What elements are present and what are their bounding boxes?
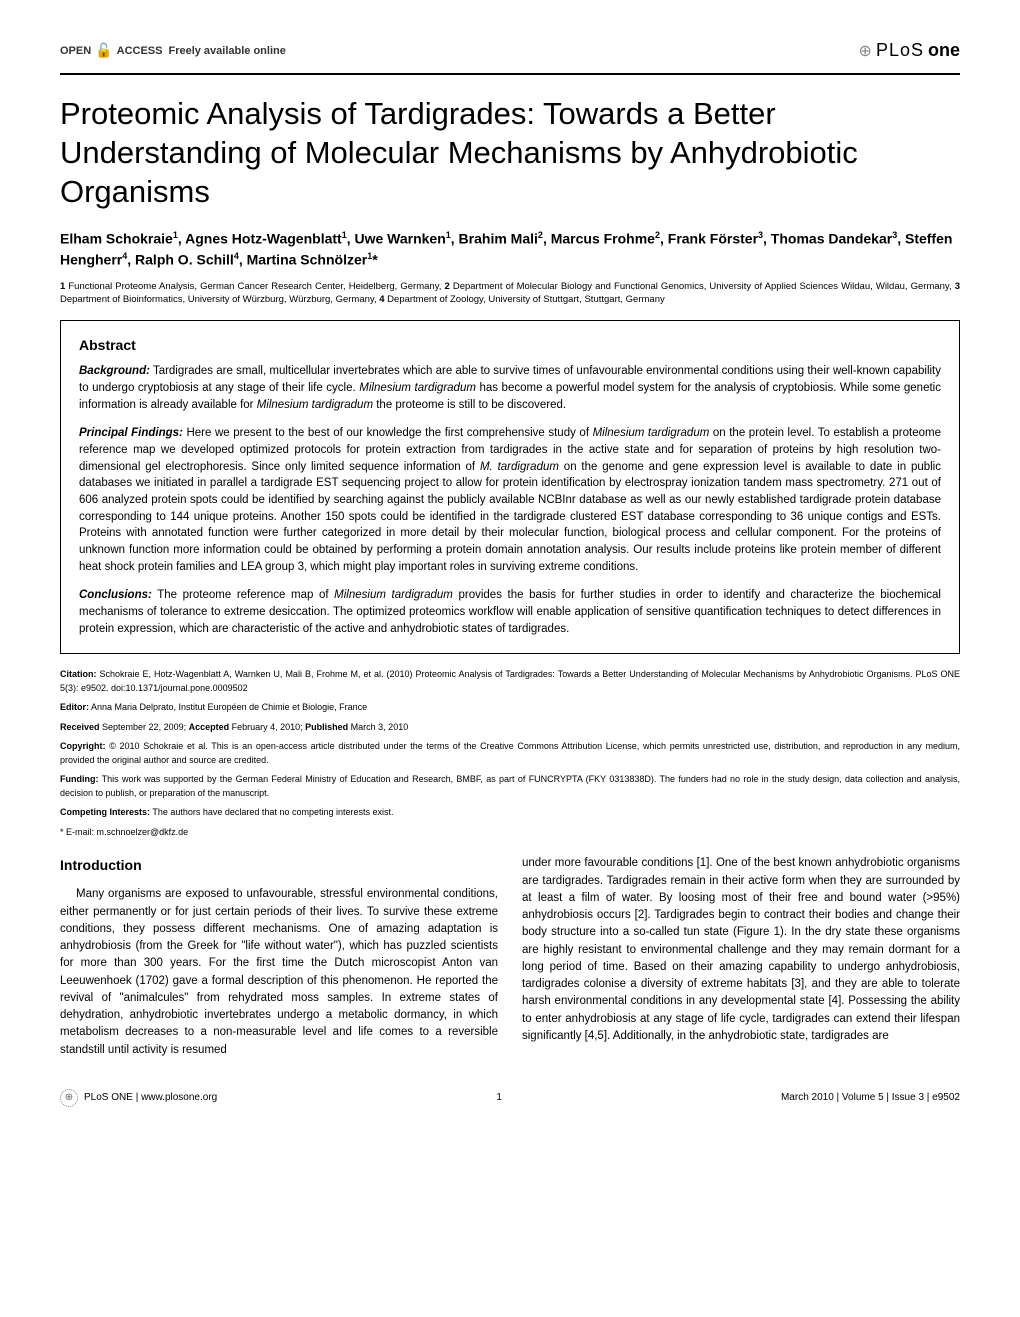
accepted-label: Accepted [189, 722, 230, 732]
published-text: March 3, 2010 [348, 722, 408, 732]
introduction-heading: Introduction [60, 855, 498, 876]
lock-open-icon: 🔓 [95, 42, 112, 59]
affiliations: 1 Functional Proteome Analysis, German C… [60, 280, 960, 307]
conclusions-label: Conclusions: [79, 589, 152, 601]
editor-text: Anna Maria Delprato, Institut Européen d… [89, 702, 367, 712]
competing-text: The authors have declared that no compet… [150, 807, 393, 817]
footer-logo-icon: ⊕ [60, 1089, 78, 1107]
footer-issue-info: March 2010 | Volume 5 | Issue 3 | e9502 [781, 1092, 960, 1103]
findings-text: Here we present to the best of our knowl… [79, 427, 941, 572]
copyright-label: Copyright: [60, 741, 106, 751]
conclusions-text: The proteome reference map of Milnesium … [79, 589, 941, 634]
abstract-findings: Principal Findings: Here we present to t… [79, 425, 941, 575]
editor-label: Editor: [60, 702, 89, 712]
footer-page-number: 1 [496, 1092, 502, 1103]
author-list: Elham Schokraie1, Agnes Hotz-Wagenblatt1… [60, 229, 960, 270]
article-title: Proteomic Analysis of Tardigrades: Towar… [60, 95, 960, 211]
funding-label: Funding: [60, 774, 98, 784]
footer-left: ⊕ PLoS ONE | www.plosone.org [60, 1089, 217, 1107]
copyright-text: © 2010 Schokraie et al. This is an open-… [60, 741, 960, 765]
published-label: Published [305, 722, 348, 732]
competing-label: Competing Interests: [60, 807, 150, 817]
footer-journal: PLoS ONE | www.plosone.org [84, 1092, 217, 1103]
access-label: ACCESS [117, 45, 163, 57]
findings-label: Principal Findings: [79, 427, 183, 439]
abstract-background: Background: Tardigrades are small, multi… [79, 363, 941, 413]
citation-text: Schokraie E, Hotz-Wagenblatt A, Warnken … [60, 669, 960, 693]
page-container: OPEN 🔓 ACCESS Freely available online ⊕ … [0, 0, 1020, 1137]
corresponding-email[interactable]: m.schnoelzer@dkfz.de [97, 827, 189, 837]
page-footer: ⊕ PLoS ONE | www.plosone.org 1 March 201… [60, 1089, 960, 1107]
received-text: September 22, 2009; [100, 722, 189, 732]
divider-top [60, 73, 960, 75]
header-row: OPEN 🔓 ACCESS Freely available online ⊕ … [60, 40, 960, 65]
email-prefix: * E-mail: [60, 827, 97, 837]
intro-para-right: under more favourable conditions [1]. On… [522, 855, 960, 1045]
compass-icon: ⊕ [859, 41, 872, 61]
competing-line: Competing Interests: The authors have de… [60, 806, 960, 820]
open-label: OPEN [60, 45, 91, 57]
open-access-badge: OPEN 🔓 ACCESS Freely available online [60, 42, 286, 59]
email-line: * E-mail: m.schnoelzer@dkfz.de [60, 826, 960, 840]
abstract-box: Abstract Background: Tardigrades are sma… [60, 320, 960, 654]
funding-line: Funding: This work was supported by the … [60, 773, 960, 800]
accepted-text: February 4, 2010; [229, 722, 305, 732]
intro-para-left: Many organisms are exposed to unfavourab… [60, 886, 498, 1059]
copyright-line: Copyright: © 2010 Schokraie et al. This … [60, 740, 960, 767]
body-columns: Introduction Many organisms are exposed … [60, 855, 960, 1059]
column-left: Introduction Many organisms are exposed … [60, 855, 498, 1059]
editor-line: Editor: Anna Maria Delprato, Institut Eu… [60, 701, 960, 715]
abstract-heading: Abstract [79, 337, 941, 353]
dates-line: Received September 22, 2009; Accepted Fe… [60, 721, 960, 735]
journal-brand: ⊕ PLoS one [859, 40, 960, 61]
background-text: Tardigrades are small, multicellular inv… [79, 365, 941, 410]
brand-plos: PLoS [876, 40, 924, 61]
funding-text: This work was supported by the German Fe… [60, 774, 960, 798]
abstract-conclusions: Conclusions: The proteome reference map … [79, 587, 941, 637]
meta-block: Citation: Schokraie E, Hotz-Wagenblatt A… [60, 668, 960, 839]
background-label: Background: [79, 365, 150, 377]
freely-label: Freely available online [168, 45, 285, 57]
brand-one: one [928, 40, 960, 61]
citation-line: Citation: Schokraie E, Hotz-Wagenblatt A… [60, 668, 960, 695]
column-right: under more favourable conditions [1]. On… [522, 855, 960, 1059]
citation-label: Citation: [60, 669, 97, 679]
received-label: Received [60, 722, 100, 732]
